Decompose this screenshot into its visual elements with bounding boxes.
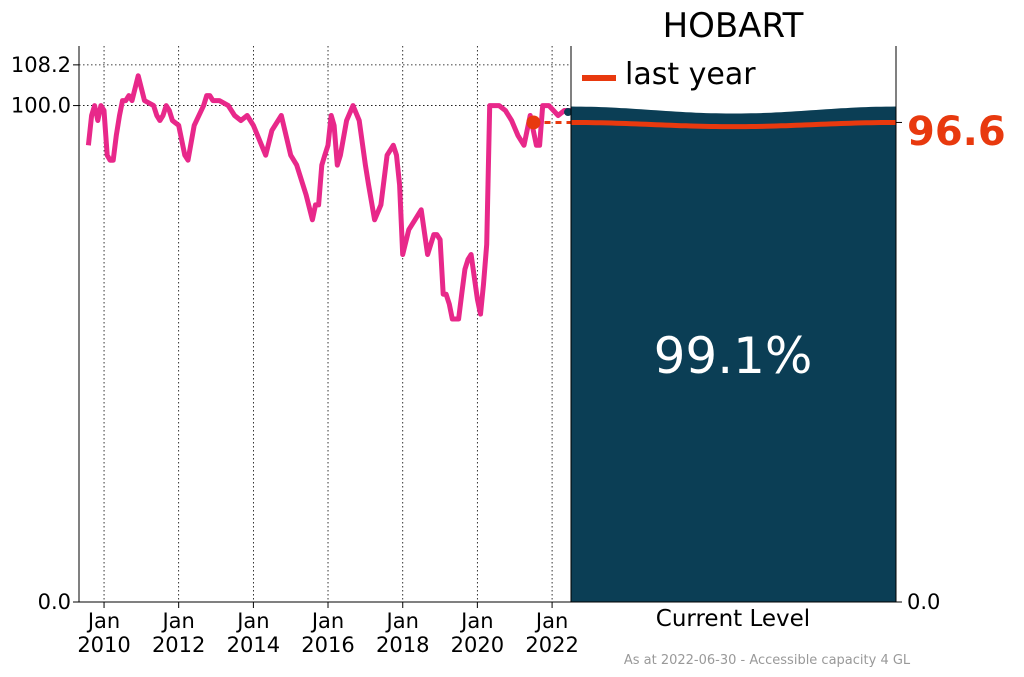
x-tick-label-month: Jan: [459, 609, 493, 633]
x-tick-label-month: Jan: [160, 609, 194, 633]
chart-title: HOBART: [663, 6, 804, 46]
axes: 0.0100.0108.2Jan2010Jan2012Jan2014Jan201…: [11, 46, 902, 657]
history-series: [85, 73, 571, 322]
x-tick-label-year: 2014: [227, 633, 280, 657]
x-tick-label-month: Jan: [385, 609, 419, 633]
x-tick-label-year: 2012: [152, 633, 205, 657]
y-tick-label: 100.0: [11, 94, 71, 118]
gridlines: [79, 46, 571, 602]
labels: HOBART last year 99.1% Current Level 96.…: [582, 6, 1006, 668]
legend-label: last year: [625, 57, 756, 92]
x-tick-label-month: Jan: [86, 609, 120, 633]
footnote: As at 2022-06-30 - Accessible capacity 4…: [624, 653, 911, 668]
x-tick-label-year: 2020: [451, 633, 504, 657]
x-tick-label-month: Jan: [534, 609, 568, 633]
history-line: [85, 73, 571, 322]
last-year-line: [571, 120, 896, 130]
x-tick-label-year: 2018: [376, 633, 429, 657]
right-axis-zero-label: 0.0: [907, 590, 940, 614]
y-tick-label: 0.0: [38, 590, 71, 614]
current-level-cap: [564, 108, 572, 117]
x-tick-label-year: 2022: [525, 633, 578, 657]
x-tick-label-month: Jan: [310, 609, 344, 633]
current-level-panel: [564, 46, 896, 602]
current-level-value: 99.1%: [654, 327, 813, 385]
y-tick-label: 108.2: [11, 53, 71, 77]
x-tick-label-year: 2010: [77, 633, 130, 657]
current-level-fill: [571, 106, 896, 602]
last-year-point: [526, 115, 541, 130]
current-level-caption: Current Level: [656, 606, 810, 632]
last-year-value-label: 96.6: [907, 109, 1006, 155]
x-tick-label-year: 2016: [301, 633, 354, 657]
x-tick-label-month: Jan: [235, 609, 269, 633]
